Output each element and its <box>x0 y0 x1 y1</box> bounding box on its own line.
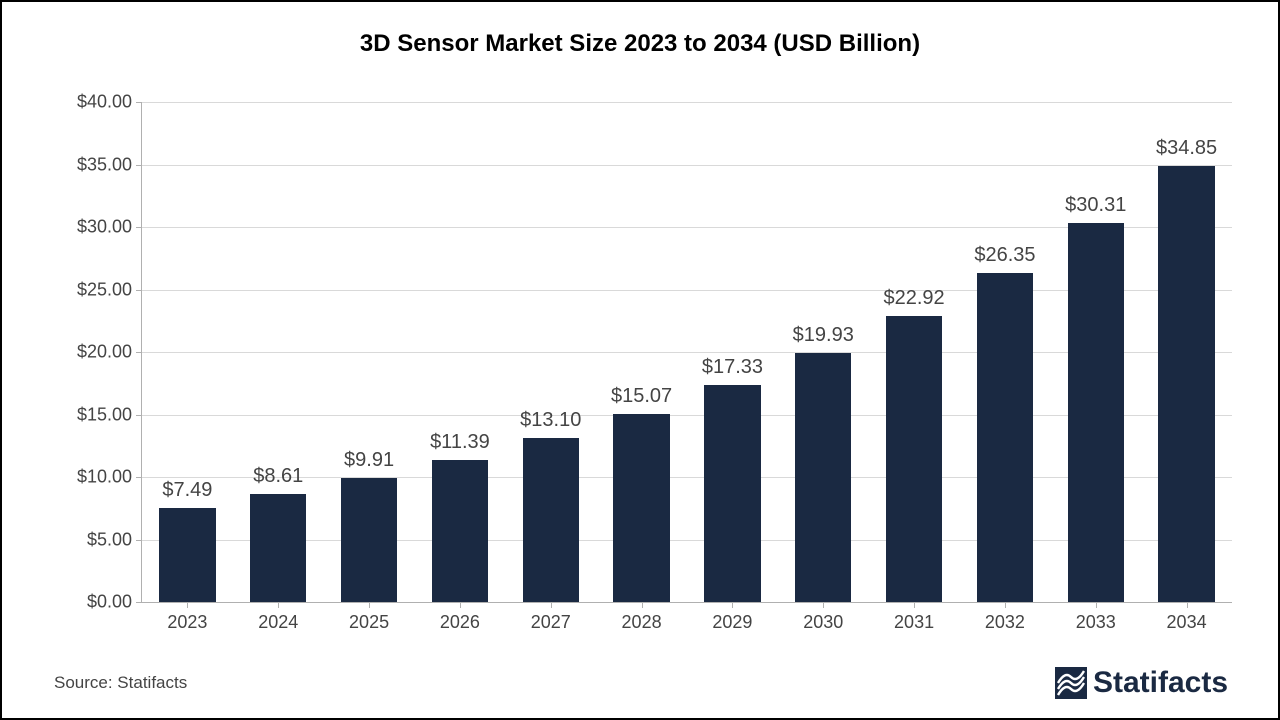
bar-slot: $30.312033 <box>1050 102 1141 602</box>
bar-slot: $13.102027 <box>505 102 596 602</box>
brand-text: Statifacts <box>1093 666 1228 700</box>
brand-logo: Statifacts <box>1055 666 1228 700</box>
bar-value-label: $34.85 <box>1141 137 1232 160</box>
source-text: Source: Statifacts <box>54 673 187 693</box>
x-tick-label: 2023 <box>142 602 233 633</box>
bar <box>432 460 488 602</box>
brand-icon <box>1055 667 1087 699</box>
bar-value-label: $9.91 <box>324 449 415 472</box>
bar-value-label: $13.10 <box>505 409 596 432</box>
bar-value-label: $22.92 <box>869 287 960 310</box>
y-tick-label: $0.00 <box>87 592 142 613</box>
bar-slot: $34.852034 <box>1141 102 1232 602</box>
bar <box>977 273 1033 602</box>
bar <box>704 385 760 602</box>
bar <box>1068 223 1124 602</box>
bar-value-label: $8.61 <box>233 465 324 488</box>
y-tick-label: $5.00 <box>87 529 142 550</box>
x-tick-label: 2028 <box>596 602 687 633</box>
plot-area: $0.00$5.00$10.00$15.00$20.00$25.00$30.00… <box>142 102 1232 602</box>
x-tick-label: 2033 <box>1050 602 1141 633</box>
bar <box>886 316 942 603</box>
bar-slot: $17.332029 <box>687 102 778 602</box>
bar-slot: $8.612024 <box>233 102 324 602</box>
x-tick-label: 2025 <box>324 602 415 633</box>
x-tick-label: 2026 <box>415 602 506 633</box>
bar-value-label: $26.35 <box>960 244 1051 267</box>
chart-title: 3D Sensor Market Size 2023 to 2034 (USD … <box>2 30 1278 58</box>
bar-value-label: $15.07 <box>596 385 687 408</box>
bar-slot: $11.392026 <box>415 102 506 602</box>
x-tick-label: 2034 <box>1141 602 1232 633</box>
bar-value-label: $17.33 <box>687 356 778 379</box>
y-tick-label: $40.00 <box>77 92 142 113</box>
y-tick-label: $30.00 <box>77 217 142 238</box>
bar <box>613 414 669 602</box>
bar <box>341 478 397 602</box>
x-tick-label: 2031 <box>869 602 960 633</box>
bar <box>159 508 215 602</box>
bar <box>795 353 851 602</box>
x-tick-label: 2024 <box>233 602 324 633</box>
bar-slot: $22.922031 <box>869 102 960 602</box>
bar <box>1158 166 1214 602</box>
y-tick-label: $25.00 <box>77 279 142 300</box>
y-tick-label: $20.00 <box>77 342 142 363</box>
bar-slot: $15.072028 <box>596 102 687 602</box>
y-tick-label: $10.00 <box>77 467 142 488</box>
y-tick-label: $35.00 <box>77 154 142 175</box>
bar <box>523 438 579 602</box>
bar <box>250 494 306 602</box>
bar-value-label: $19.93 <box>778 324 869 347</box>
x-tick-label: 2027 <box>505 602 596 633</box>
bar-slot: $9.912025 <box>324 102 415 602</box>
bar-value-label: $30.31 <box>1050 194 1141 217</box>
bar-slot: $7.492023 <box>142 102 233 602</box>
bar-slot: $26.352032 <box>960 102 1051 602</box>
chart-frame: 3D Sensor Market Size 2023 to 2034 (USD … <box>0 0 1280 720</box>
x-tick-label: 2029 <box>687 602 778 633</box>
bar-value-label: $7.49 <box>142 479 233 502</box>
bar-slot: $19.932030 <box>778 102 869 602</box>
x-tick-label: 2030 <box>778 602 869 633</box>
y-tick-label: $15.00 <box>77 404 142 425</box>
x-tick-label: 2032 <box>960 602 1051 633</box>
bar-value-label: $11.39 <box>415 431 506 454</box>
